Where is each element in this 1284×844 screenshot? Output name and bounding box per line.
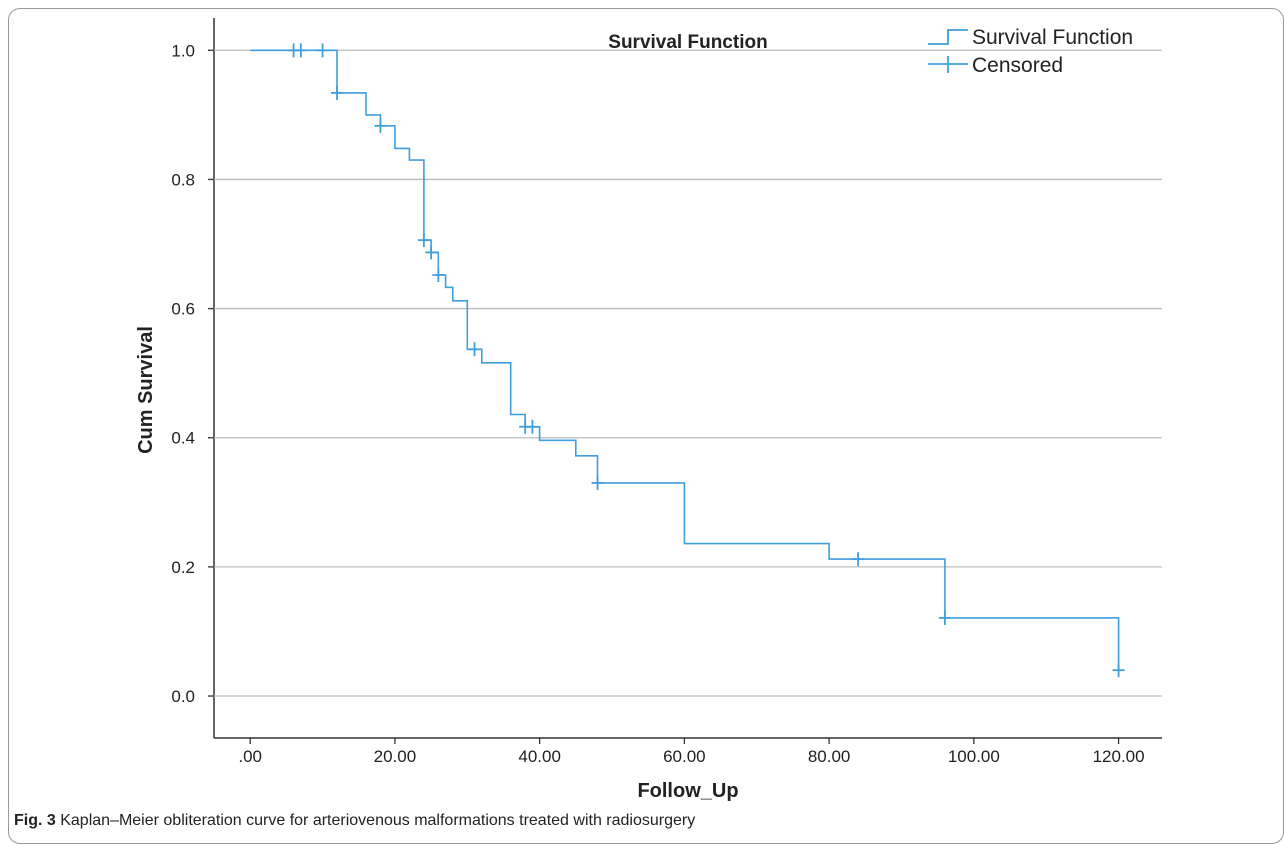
- y-axis-ticks: 0.0 0.2 0.4 0.6 0.8 1.0: [171, 41, 214, 706]
- x-tick-label: 60.00: [663, 747, 706, 766]
- x-tick-label: 100.00: [948, 747, 1000, 766]
- gridlines: [214, 49, 1162, 697]
- censored-marker: [316, 43, 329, 58]
- censored-marker: [417, 233, 430, 248]
- x-tick-label: 20.00: [374, 747, 417, 766]
- legend-step-swatch: [928, 29, 968, 45]
- x-tick-label: 40.00: [518, 747, 561, 766]
- legend-label-censored: Censored: [972, 54, 1063, 77]
- legend: Survival Function Censored: [928, 26, 1133, 77]
- y-tick-label: 0.2: [171, 558, 195, 577]
- censored-marker: [432, 268, 445, 283]
- caption-text: Kaplan–Meier obliteration curve for arte…: [60, 812, 696, 829]
- censored-marker: [852, 552, 865, 567]
- y-tick-label: 0.4: [171, 429, 195, 448]
- series-layer: [250, 43, 1125, 678]
- censored-marker: [374, 118, 387, 133]
- censored-marker: [331, 85, 344, 100]
- censored-marker: [1112, 663, 1125, 678]
- censored-marker: [938, 610, 951, 625]
- caption-label: Fig. 3: [14, 812, 56, 829]
- censored-marker: [591, 475, 604, 490]
- censored-marker: [425, 245, 438, 260]
- y-tick-label: 0.8: [171, 170, 195, 189]
- y-axis-label: Cum Survival: [135, 326, 157, 454]
- legend-label-survival: Survival Function: [972, 26, 1133, 49]
- x-axis-ticks: .00 20.00 40.00 60.00 80.00 100.00 120.00: [238, 738, 1145, 766]
- x-tick-label: .00: [238, 747, 262, 766]
- x-tick-label: 120.00: [1093, 747, 1145, 766]
- figure-caption: Fig. 3 Kaplan–Meier obliteration curve f…: [14, 812, 695, 830]
- survival-step-line: [250, 49, 1120, 671]
- y-tick-label: 1.0: [171, 41, 195, 60]
- censored-marker: [294, 43, 307, 58]
- survival-chart: 0.0 0.2 0.4 0.6 0.8 1.0 .00 20.00 40.00 60.00 80.…: [135, 18, 1162, 802]
- chart-title: Survival Function: [608, 32, 767, 53]
- y-tick-label: 0.0: [171, 687, 195, 706]
- x-tick-label: 80.00: [808, 747, 851, 766]
- x-axis-label: Follow_Up: [637, 780, 738, 802]
- y-tick-label: 0.6: [171, 300, 195, 319]
- censored-marker: [526, 419, 539, 434]
- censored-marker: [468, 342, 481, 357]
